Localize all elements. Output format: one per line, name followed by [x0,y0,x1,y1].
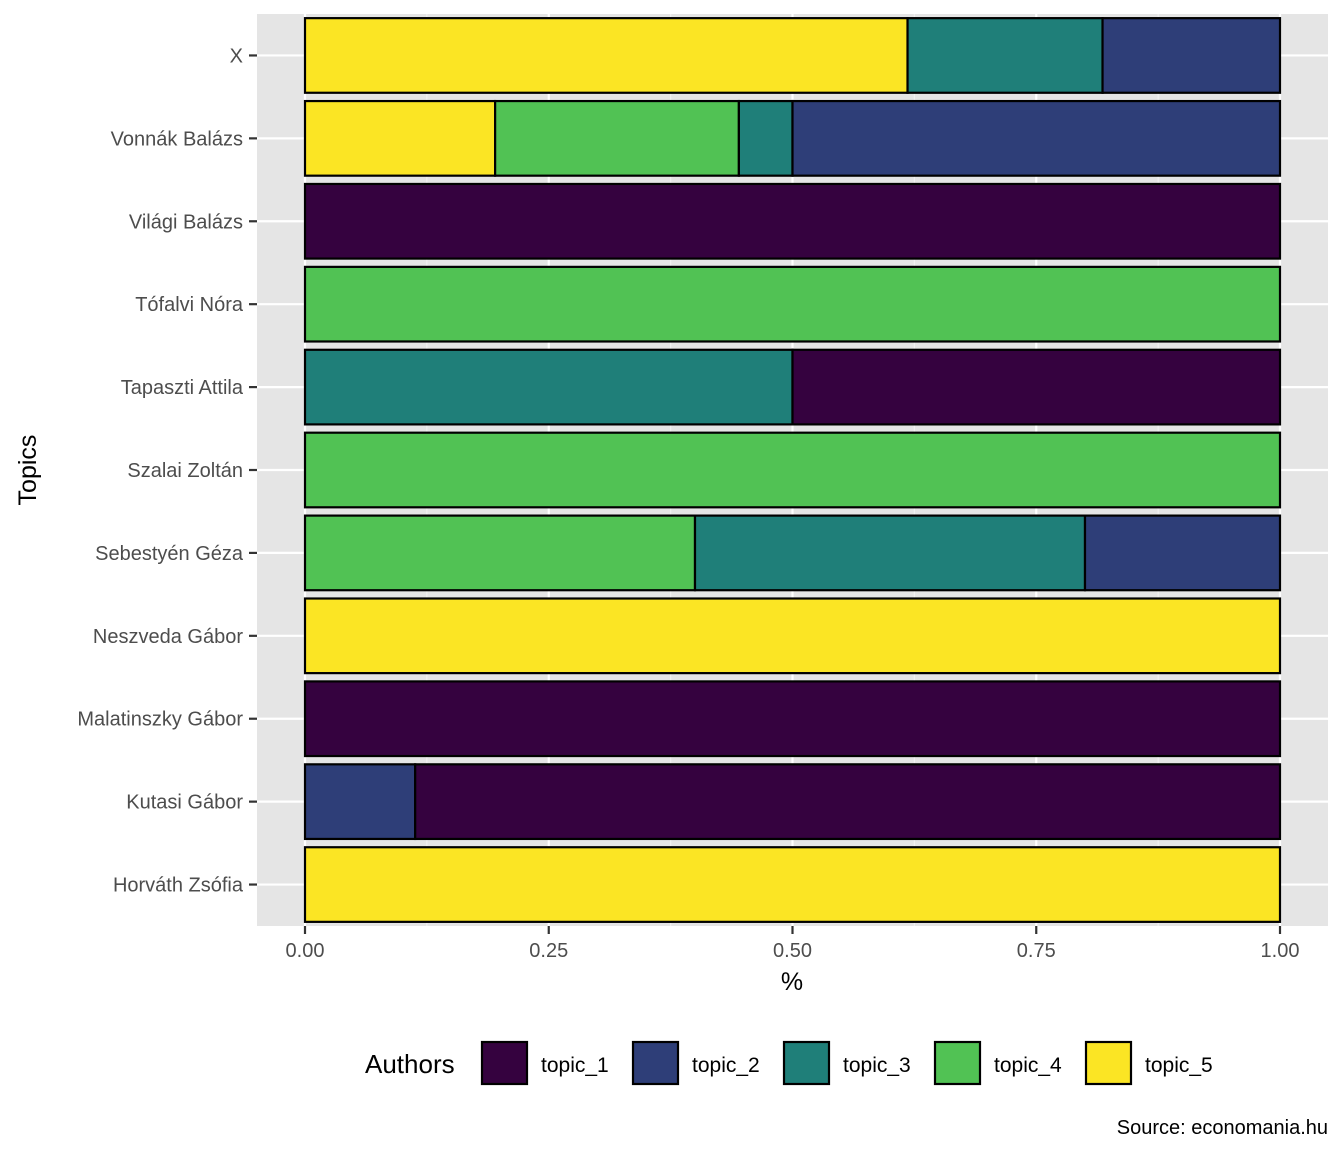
legend-key-topic_4 [933,1040,982,1086]
bar-segment-topic_3 [693,514,1087,592]
bar-segment-topic_1 [303,680,1282,758]
x-tick-label: 0.25 [529,940,568,962]
legend-key-topic_5 [1084,1040,1133,1086]
legend-label: topic_2 [692,1054,760,1077]
legend-label: topic_4 [994,1054,1062,1077]
x-tick-label: 0.50 [773,940,812,962]
bar-segment-topic_4 [303,265,1282,343]
x-tick-label: 1.00 [1261,940,1300,962]
legend-key-topic_1 [480,1040,529,1086]
bar-segment-topic_4 [494,99,740,177]
bar-segment-topic_2 [1083,514,1282,592]
bar-segment-topic_1 [791,348,1282,426]
y-tick-label: Szalai Zoltán [127,460,243,482]
bar-segment-topic_3 [303,348,794,426]
bar-segment-topic_2 [303,763,417,841]
y-tick-label: Világi Balázs [129,211,243,233]
legend-label: topic_3 [843,1054,911,1077]
bar-segment-topic_3 [737,99,794,177]
legend: Authors topic_1 topic_2 topic_3 topic_4 topi… [365,1040,1213,1086]
bar-segment-topic_3 [906,17,1104,94]
y-tick-label: Malatinszky Gábor [77,709,243,731]
x-tick-label: 0.75 [1017,940,1056,962]
y-tick-label: X [230,45,243,67]
y-tick-label: Kutasi Gábor [126,792,243,814]
y-tick-label: Horváth Zsófia [113,875,244,897]
y-tick-label: Vonnák Balázs [111,128,243,150]
y-tick-label: Sebestyén Géza [95,543,244,565]
legend-key-topic_3 [782,1040,831,1086]
bars [303,17,1282,923]
x-axis: 0.00 0.25 0.50 0.75 1.00 [286,926,1300,962]
bar-segment-topic_5 [303,99,497,177]
x-axis-title: % [781,968,803,996]
legend-title: Authors [365,1049,455,1079]
legend-label: topic_1 [541,1054,609,1077]
source-caption: Source: economania.hu [1117,1117,1328,1139]
bar-segment-topic_4 [303,431,1282,509]
y-tick-label: Tófalvi Nóra [135,294,244,316]
bar-segment-topic_2 [791,99,1282,177]
legend-key-topic_2 [631,1040,680,1086]
y-tick-label: Neszveda Gábor [93,626,243,648]
bar-segment-topic_5 [303,597,1282,675]
y-axis: X Vonnák Balázs Világi Balázs Tófalvi Nóra T… [77,45,257,897]
y-tick-label: Tapaszti Attila [121,377,244,399]
bar-segment-topic_5 [303,846,1282,923]
bar-segment-topic_5 [303,17,909,94]
bar-segment-topic_1 [414,763,1282,841]
legend-label: topic_5 [1145,1054,1213,1077]
bar-segment-topic_2 [1101,17,1282,94]
bar-segment-topic_4 [303,514,697,592]
x-tick-label: 0.00 [286,940,325,962]
bar-segment-topic_1 [303,182,1282,260]
y-axis-title: Topics [14,435,42,506]
